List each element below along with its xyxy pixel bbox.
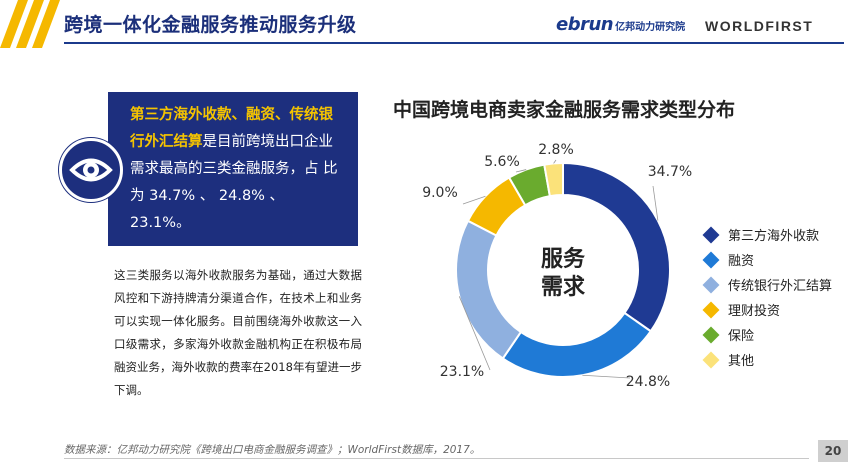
callout-highlight: 第三方海外收款、融资、传统银行外汇结算: [130, 107, 333, 150]
legend-item: 其他: [702, 347, 832, 372]
leader-line-2: [582, 374, 631, 379]
header-divider: [64, 42, 844, 44]
leader-line-4: [462, 195, 486, 205]
legend-label: 其他: [728, 354, 755, 369]
legend-swatch: [702, 301, 720, 318]
key-finding-callout: 第三方海外收款、融资、传统银行外汇结算是目前跨境出口企业需求最高的三类金融服务，…: [108, 92, 358, 246]
legend-swatch: [702, 276, 720, 293]
legend-swatch: [702, 226, 720, 243]
donut-slice-1: [562, 161, 671, 333]
legend-label: 理财投资: [728, 304, 781, 319]
leader-line-1: [652, 185, 659, 221]
eye-icon: [59, 138, 123, 202]
page-title: 跨境一体化金融服务推动服务升级: [64, 14, 357, 36]
legend-label: 融资: [728, 254, 755, 269]
ebrun-logo: ebrun 亿邦动力研究院: [556, 14, 685, 35]
data-label-2: 24.8%: [626, 374, 670, 390]
donut-slice-3: [455, 219, 523, 360]
ebrun-logo-text: ebrun: [556, 14, 614, 35]
leader-line-6: [553, 159, 557, 164]
legend-item: 保险: [702, 322, 832, 347]
chart-title: 中国跨境电商卖家金融服务需求类型分布: [393, 99, 736, 121]
legend-item: 融资: [702, 247, 832, 272]
legend-item: 第三方海外收款: [702, 222, 832, 247]
page-number: 20: [818, 440, 848, 462]
eye-icon-graphic: [69, 158, 113, 182]
footer-divider: [64, 458, 809, 459]
legend-item: 传统银行外汇结算: [702, 272, 833, 297]
data-label-4: 9.0%: [422, 185, 458, 201]
callout-text: 是目前跨境出口企业需求最高的三类金融服务，占 比 为 34.7% 、 24.8%…: [130, 134, 338, 231]
donut-slice-6: [543, 161, 564, 198]
donut-slice-2: [501, 311, 653, 378]
leader-line-5: [515, 169, 527, 173]
chart-legend: 第三方海外收款 融资传统银行外汇结算 理财投资保险其他: [702, 222, 833, 372]
legend-swatch: [702, 351, 720, 368]
legend-swatch: [702, 326, 720, 343]
description-paragraph: 这三类服务以海外收款服务为基础，通过大数据风控和下游持牌清分渠道合作，在技术上和…: [114, 268, 362, 397]
data-label-6: 2.8%: [538, 142, 574, 158]
ebrun-logo-subtitle: 亿邦动力研究院: [615, 22, 686, 33]
legend-label: 第三方海外收款: [728, 229, 820, 244]
center-label-1: 服务: [541, 247, 586, 272]
data-label-5: 5.6%: [484, 154, 520, 170]
legend-label: 保险: [728, 329, 755, 344]
header-stripes-decoration: [0, 0, 60, 48]
legend-item: 理财投资: [702, 297, 832, 322]
data-source-note: 数据来源：亿邦动力研究院《跨境出口电商金融服务调查》；WorldFirst数据库…: [64, 444, 481, 456]
leader-line-3: [458, 296, 491, 371]
center-label-2: 需求: [541, 275, 585, 300]
worldfirst-logo: WORLDFIRST: [705, 18, 814, 34]
data-label-3: 23.1%: [440, 364, 484, 380]
legend-swatch: [702, 251, 720, 268]
legend-label: 传统银行外汇结算: [728, 279, 833, 294]
data-label-1: 34.7%: [648, 164, 692, 180]
